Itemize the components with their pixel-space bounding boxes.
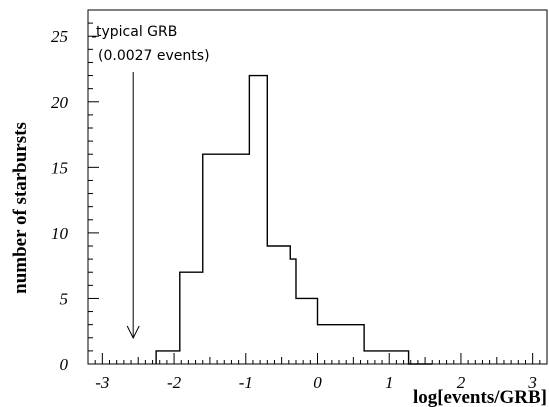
histogram-bars: [155, 74, 433, 365]
tick-labels: -3 -2 -1 0 1 2 3 0 5 10 15 20 25: [51, 27, 537, 392]
histogram-bar: [318, 325, 365, 364]
x-tick-label: -2: [167, 373, 182, 392]
x-tick-label: 1: [385, 373, 394, 392]
annotation-group: typical GRB (0.0027 events): [92, 24, 210, 340]
histogram-bar: [296, 298, 318, 364]
x-tick-label: 3: [527, 373, 537, 392]
y-tick-label: 10: [51, 224, 69, 243]
histogram-bar: [267, 246, 290, 364]
x-tick-label: -1: [239, 373, 253, 392]
y-tick-label: 0: [60, 355, 69, 374]
annotation-line1: typical GRB: [96, 24, 177, 40]
histogram-bar: [180, 272, 203, 364]
y-tick-label: 5: [60, 289, 69, 308]
histogram-outline: [155, 74, 433, 365]
x-tick-label: -3: [95, 373, 109, 392]
x-axis-label: log[events/GRB]: [413, 387, 547, 407]
y-tick-label: 25: [51, 27, 68, 46]
histogram-bar: [249, 76, 267, 364]
tick-marks: [87, 9, 548, 365]
x-tick-label: 0: [313, 373, 322, 392]
x-tick-label: 2: [457, 373, 466, 392]
y-axis-label: number of starbursts: [10, 122, 31, 294]
annotation-arrow-head: [126, 325, 140, 340]
histogram-bar: [203, 154, 250, 364]
y-tick-label: 15: [51, 158, 68, 177]
histogram-bar: [290, 259, 296, 364]
histogram-bar: [364, 351, 408, 364]
annotation-line2: (0.0027 events): [98, 48, 210, 64]
y-tick-label: 20: [51, 93, 69, 112]
